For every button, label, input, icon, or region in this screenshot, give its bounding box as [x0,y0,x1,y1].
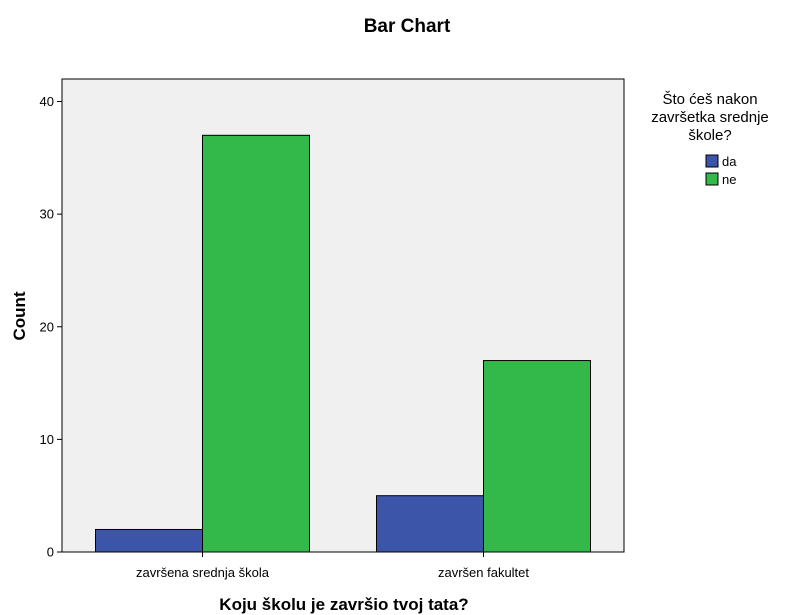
legend-title-line-3: škole? [688,127,731,144]
legend-title-line-2: završetka srednje [651,109,769,126]
x-axis-title: Koju školu je završio tvoj tata? [219,595,468,614]
y-tick-label-4: 40 [40,94,54,109]
legend-swatch-da [705,154,719,168]
bar-ne-0 [202,134,310,553]
bar-da-1 [376,495,484,553]
bars-group [95,134,591,553]
legend: Što ćeš nakon završetka srednje škole? d… [651,91,769,187]
y-tick-label-2: 20 [40,319,54,334]
y-axis: 0 10 20 30 40 [40,94,62,560]
y-tick-label-0: 0 [47,545,54,560]
legend-swatch-ne [705,172,719,186]
legend-label-da: da [722,154,737,169]
bar-ne-1 [483,360,591,553]
x-tick-label-0: završena srednja škola [136,565,270,580]
legend-label-ne: ne [722,172,736,187]
legend-title-line-1: Što ćeš nakon [662,91,757,108]
y-axis-title: Count [10,291,29,340]
y-tick-label-3: 30 [40,207,54,222]
x-axis: završena srednja škola završen fakultet [136,552,529,580]
bar-da-0 [95,528,203,553]
x-tick-label-1: završen fakultet [438,565,529,580]
y-tick-label-1: 10 [40,432,54,447]
chart-title: Bar Chart [364,16,451,37]
